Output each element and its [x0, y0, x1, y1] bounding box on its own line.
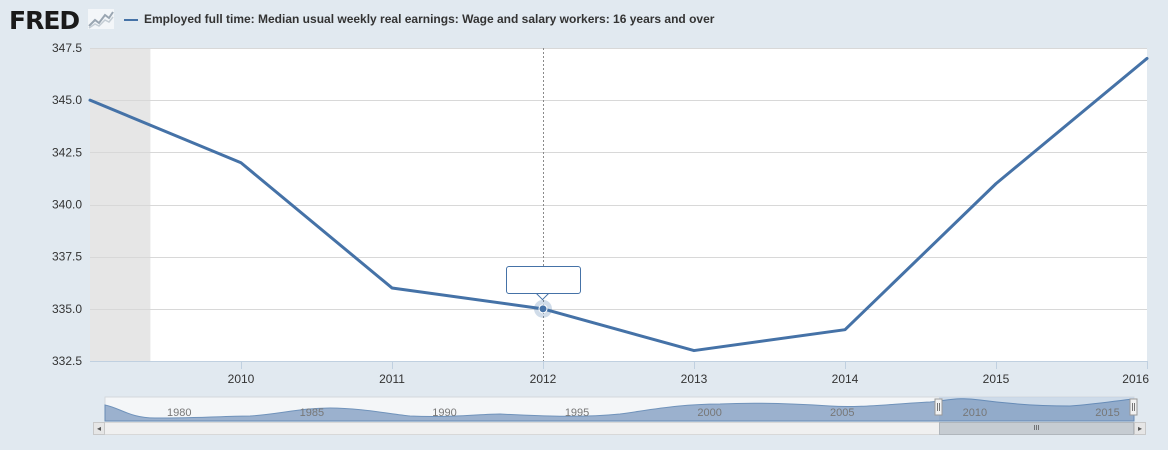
hover-point	[538, 304, 548, 314]
legend-swatch	[124, 19, 138, 21]
scroll-right-button[interactable]: ▸	[1134, 422, 1146, 435]
plot-area	[90, 48, 1147, 361]
hover-marker-layer	[534, 299, 552, 318]
x-tick-label: 2015	[983, 372, 1010, 386]
scrollbar-track[interactable]	[105, 422, 1134, 435]
sparkline-chart-icon	[88, 9, 114, 29]
y-tick-label: 340.0	[52, 198, 82, 212]
y-tick-label: 332.5	[52, 354, 82, 368]
x-tick-label: 2014	[832, 372, 859, 386]
x-tick-label: 2011	[379, 372, 405, 386]
gridlines	[90, 48, 1147, 362]
series-line[interactable]	[88, 56, 1149, 353]
y-tick-label: 335.0	[52, 302, 82, 316]
y-tick-label: 342.5	[52, 145, 82, 159]
series-layer[interactable]	[88, 56, 1149, 353]
x-tick-label: 2010	[228, 372, 255, 386]
x-tick-label: 2012	[530, 372, 557, 386]
tooltip	[506, 266, 581, 294]
shaded-region-layer	[90, 48, 151, 361]
x-tick-label: 2016	[1122, 372, 1149, 386]
y-tick-label: 345.0	[52, 93, 82, 107]
scroll-left-button[interactable]: ◂	[93, 422, 105, 435]
scrollbar-thumb[interactable]: III	[939, 422, 1134, 435]
fred-logo[interactable]: FRED	[9, 6, 80, 35]
y-tick-label: 347.5	[52, 41, 82, 55]
x-axis: 2010 2011 2012 2013 2014 2015 2016	[90, 361, 1149, 386]
chart-header: FRED Employed full time: Median usual we…	[0, 0, 1168, 40]
recession-shading	[90, 48, 151, 361]
legend-label[interactable]: Employed full time: Median usual weekly …	[144, 12, 715, 26]
x-tick-label: 2013	[681, 372, 708, 386]
y-tick-label: 337.5	[52, 250, 82, 264]
y-axis: 332.5 335.0 337.5 340.0 342.5 345.0 347.5	[52, 41, 82, 368]
